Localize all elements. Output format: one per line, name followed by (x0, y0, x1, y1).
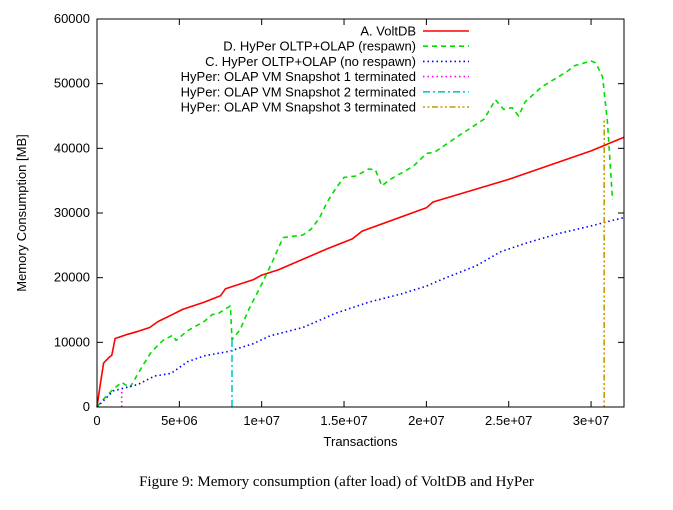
x-tick-label: 2.5e+07 (485, 413, 532, 428)
y-tick-label: 0 (83, 399, 90, 414)
series-line-a-voltdb (96, 136, 625, 408)
x-tick-label: 5e+06 (161, 413, 198, 428)
chart-svg: 0 5e+06 1e+07 1.5e+07 2e+07 2.5e+07 3e+07 0 1000… (14, 11, 625, 449)
x-tick-label: 0 (93, 413, 100, 428)
series-layer (96, 60, 625, 408)
ticks-layer: 0 5e+06 1e+07 1.5e+07 2e+07 2.5e+07 3e+07 0 1000… (54, 11, 624, 428)
y-tick-label: 30000 (54, 205, 90, 220)
legend-entry-label: HyPer: OLAP VM Snapshot 2 terminated (181, 84, 416, 99)
y-tick-label: 40000 (54, 140, 90, 155)
x-axis-label: Transactions (324, 434, 398, 449)
legend-entry-label: D. HyPer OLTP+OLAP (respawn) (223, 39, 416, 54)
legend-entry-label: HyPer: OLAP VM Snapshot 1 terminated (181, 69, 416, 84)
y-tick-label: 10000 (54, 334, 90, 349)
legend-entry-label: C. HyPer OLTP+OLAP (no respawn) (205, 54, 416, 69)
y-tick-label: 20000 (54, 270, 90, 285)
legend-entry-label: HyPer: OLAP VM Snapshot 3 terminated (181, 100, 416, 115)
y-tick-label: 50000 (54, 76, 90, 91)
y-axis-label: Memory Consumption [MB] (14, 134, 29, 292)
x-tick-label: 1.5e+07 (320, 413, 367, 428)
x-tick-label: 2e+07 (408, 413, 445, 428)
series-line-c-hyper-oltp-olap-no-respawn (96, 216, 625, 408)
figure-caption: Figure 9: Memory consumption (after load… (139, 474, 534, 490)
x-tick-label: 1e+07 (243, 413, 280, 428)
legend-entry-label: A. VoltDB (360, 24, 416, 39)
x-tick-label: 3e+07 (573, 413, 610, 428)
y-tick-label: 60000 (54, 11, 90, 26)
